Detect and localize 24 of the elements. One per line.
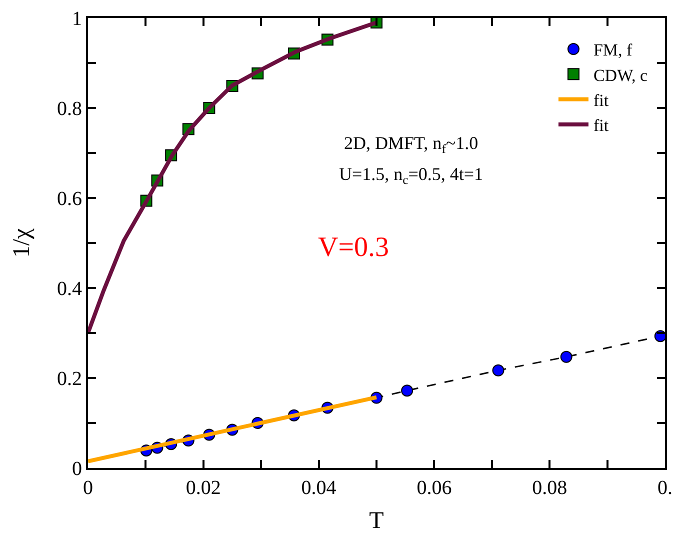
y-tick-label: 0.8 [57, 98, 82, 120]
x-tick-label: 0. [658, 477, 672, 499]
legend-label: fit [593, 90, 609, 110]
y-axis-title: 1/χ [9, 228, 35, 258]
y-tick-label: 0.2 [57, 368, 82, 390]
point [492, 364, 504, 376]
x-tick-label: 0.06 [416, 477, 452, 499]
x-tick-label: 0.08 [532, 477, 568, 499]
y-tick-label: 0.6 [57, 188, 82, 210]
y-tick-label: 0 [72, 458, 82, 480]
legend-label: FM, f [593, 40, 633, 60]
point [401, 384, 414, 397]
legend-label: CDW, c [593, 66, 648, 85]
x-tick-label: 0.04 [301, 477, 336, 499]
legend-label: fit [593, 116, 609, 135]
y-tick-label: 0.4 [57, 278, 82, 300]
point [654, 330, 665, 342]
annotation: V=0.3 [318, 232, 390, 263]
annotation: U=1.5, n$_{c}$=0.5, 4t=1 [339, 164, 484, 187]
point [560, 350, 572, 363]
annotation: 2D, DMFT, n$_{f}$~1.0 [344, 133, 478, 156]
x-axis-title: T [369, 508, 384, 534]
x-tick-label: 0.02 [186, 477, 221, 499]
y-tick-label: 1 [72, 8, 82, 30]
